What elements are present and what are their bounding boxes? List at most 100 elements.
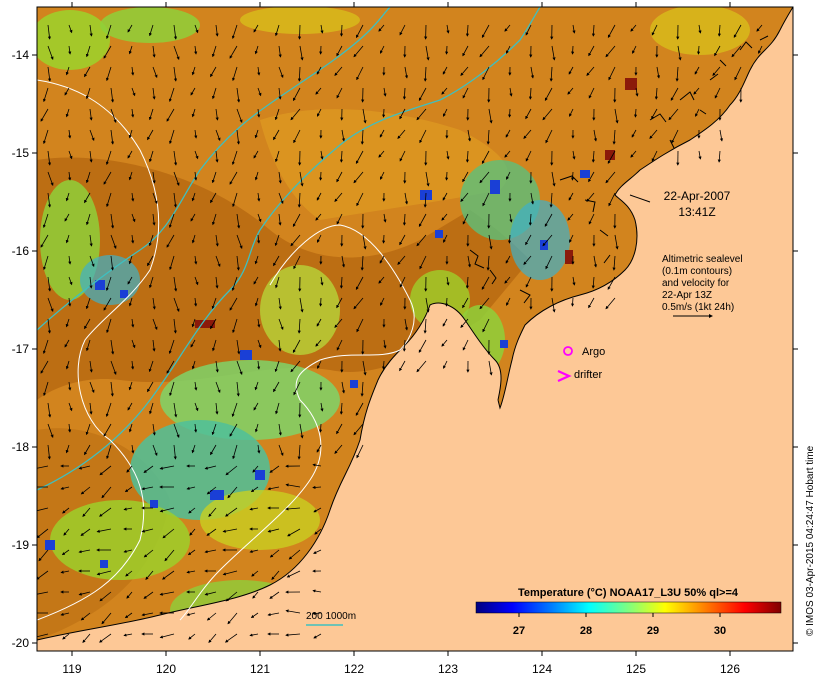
velocity-arrow [257,108,261,118]
velocity-arrow [231,276,238,292]
velocity-arrow [47,150,52,166]
velocity-arrow [47,171,54,186]
altimetry-line-5: 0.5m/s (1kt 24h) [662,302,734,313]
velocity-arrow [544,87,553,102]
velocity-arrow [254,45,259,55]
velocity-arrow [293,129,301,144]
argo-marker-icon [563,346,573,356]
velocity-arrow [110,360,117,375]
velocity-arrow [257,213,262,223]
velocity-arrow [334,318,343,329]
velocity-arrow [460,318,469,329]
velocity-arrow [443,234,448,243]
velocity-arrow [608,192,616,207]
velocity-arrow [80,612,91,621]
velocity-arrow [525,234,532,246]
y-tick-label: -20 [12,636,30,650]
velocity-arrow [423,66,427,82]
velocity-arrow [64,339,70,348]
sealevel-contour-east [179,224,415,621]
velocity-arrow [523,255,532,266]
velocity-arrow [425,171,430,187]
velocity-arrow [131,108,135,118]
velocity-arrow [40,360,49,374]
velocity-arrow [68,423,72,433]
velocity-arrow [504,150,511,158]
velocity-arrow [569,108,574,117]
velocity-arrow [425,45,430,61]
velocity-arrow [89,24,93,37]
velocity-arrow [173,444,177,460]
velocity-arrow [668,108,679,121]
velocity-arrow [78,549,91,554]
velocity-arrow [467,129,472,142]
velocity-arrow [507,234,512,244]
velocity-arrow [43,381,49,397]
velocity-arrow [362,108,367,124]
velocity-arrow [189,528,196,536]
velocity-arrow [504,24,511,32]
velocity-arrow [631,129,637,138]
velocity-arrow [168,87,175,103]
velocity-arrow [131,213,136,223]
velocity-arrow [694,66,700,75]
velocity-arrow [278,339,282,352]
velocity-arrow [173,24,178,40]
velocity-arrow [402,213,407,226]
velocity-arrow [319,297,323,307]
velocity-arrow [320,24,324,34]
velocity-arrow [85,297,91,310]
velocity-arrow [225,591,238,602]
velocity-arrow [166,108,175,122]
velocity-arrow [236,234,243,249]
velocity-arrow [147,129,154,141]
x-tick: 120 [156,2,176,676]
velocity-arrow [356,66,364,81]
velocity-arrow [336,423,343,435]
velocity-arrow [84,444,91,456]
velocity-arrow [236,381,240,397]
velocity-arrow [353,171,364,184]
velocity-arrow [61,549,70,556]
velocity-arrow [586,192,595,203]
velocity-arrow [215,381,221,394]
velocity-arrow [47,423,54,438]
velocity-arrow [278,297,282,310]
velocity-arrow [588,171,595,183]
velocity-arrow [293,255,301,270]
velocity-arrow [68,45,72,55]
velocity-arrow [227,486,238,499]
velocity-arrow [131,444,135,454]
velocity-arrow [290,108,301,121]
velocity-arrow [756,24,763,32]
velocity-arrow [285,483,301,488]
velocity-arrow [712,66,721,77]
velocity-arrow [293,87,301,102]
velocity-arrow [336,339,343,351]
velocity-arrow [105,276,112,292]
velocity-arrow [103,171,112,185]
velocity-arrow [714,87,721,99]
velocity-arrow [313,507,322,513]
velocity-arrow [441,339,448,347]
velocity-arrow [509,213,513,223]
velocity-arrow [232,318,238,334]
velocity-arrow [441,213,448,221]
velocity-arrow [545,129,553,144]
velocity-arrow [445,171,449,181]
x-tick-label: 124 [532,662,552,676]
velocity-arrow [47,297,54,312]
velocity-arrow [462,339,469,351]
velocity-arrow [317,234,322,243]
velocity-arrow [269,549,280,558]
velocity-arrow [252,465,259,473]
velocity-arrow [253,402,259,411]
velocity-arrow [236,339,241,355]
velocity-arrow [194,45,198,55]
velocity-arrow [65,108,70,118]
velocity-arrow [127,402,133,411]
velocity-arrow [297,66,302,82]
map-frame [36,6,794,652]
velocity-arrow [60,612,70,616]
velocity-arrow [505,255,511,264]
